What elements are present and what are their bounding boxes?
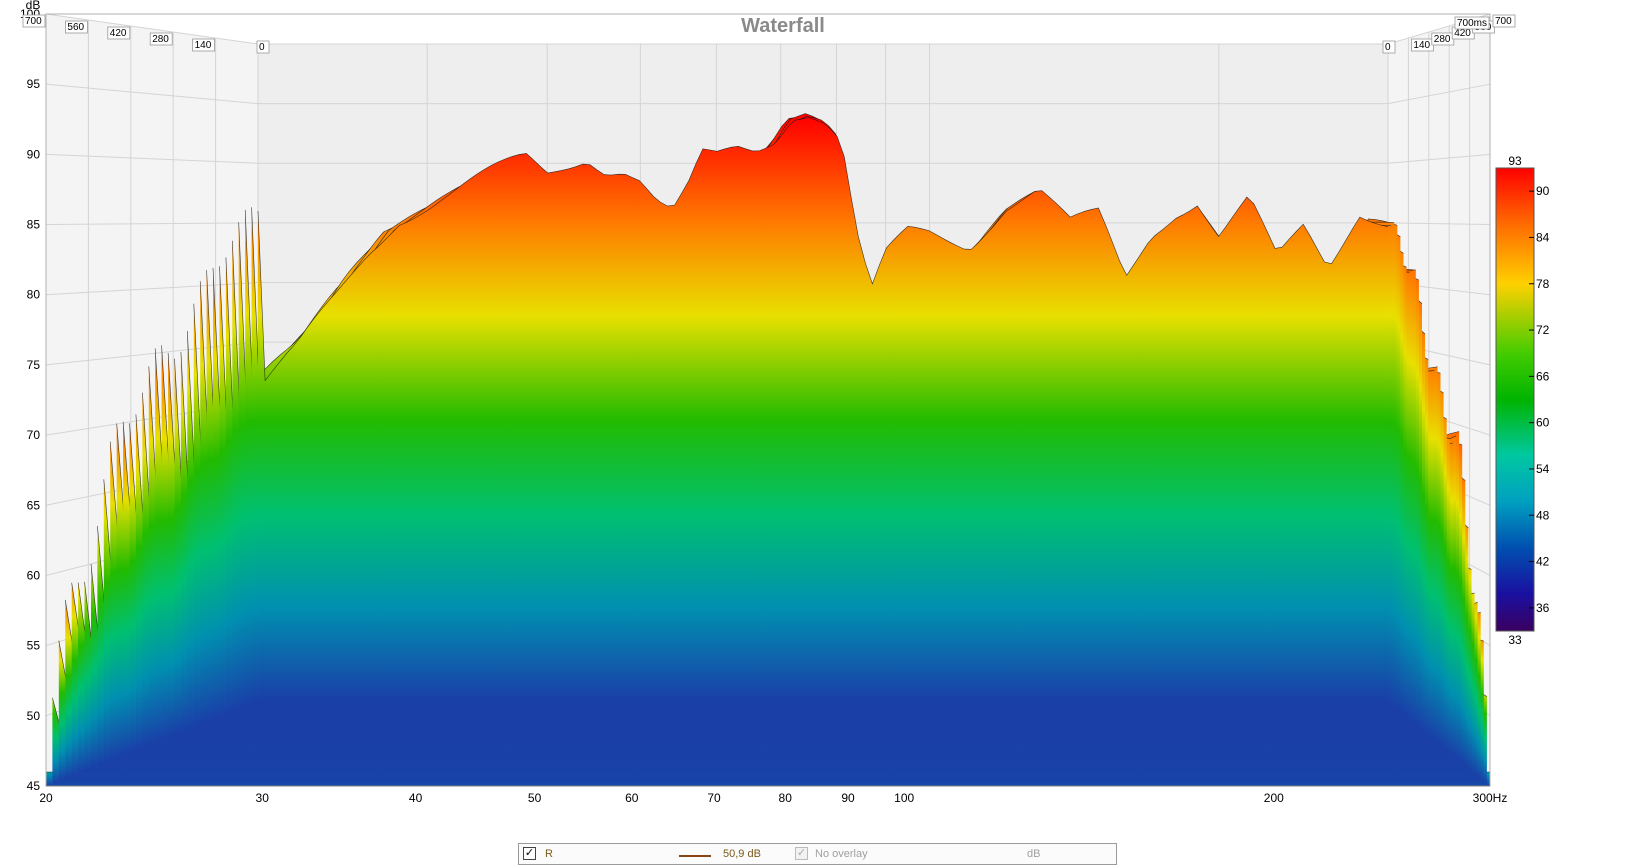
y-tick-label: 60 [27, 568, 41, 582]
y-tick-label: 70 [27, 428, 41, 442]
colorbar-tick-label: 60 [1536, 416, 1550, 430]
overlay-legend: ✓ R 50,9 dB ✓ No overlay dB [518, 843, 1117, 865]
colorbar-tick-label: 72 [1536, 323, 1550, 337]
gridline-db [45, 282, 259, 296]
gridline-db [45, 83, 259, 105]
x-tick-label: 300Hz [1473, 791, 1508, 805]
colorbar-tick-label: 78 [1536, 277, 1550, 291]
z-tick-right: 140 [1413, 40, 1430, 51]
colorbar-tick-label: 66 [1536, 369, 1550, 383]
z-tick-left-box [22, 14, 46, 28]
z-tick-left-box [256, 40, 270, 54]
waterfall-slice-line [257, 117, 1389, 382]
colorbar-tick-label: 48 [1536, 508, 1550, 522]
y-tick-label: 45 [27, 779, 41, 793]
y-tick-label: 85 [27, 218, 41, 232]
chart-title: Waterfall [741, 15, 825, 37]
overlay-unit: dB [1027, 848, 1041, 860]
gridline-db [45, 13, 259, 45]
x-tick-label: 70 [707, 791, 721, 805]
x-tick-label: 100 [894, 791, 914, 805]
y-tick-label: 90 [27, 147, 41, 161]
z-tick-left-box [65, 20, 88, 34]
waterfall-slice-fill [258, 117, 1388, 700]
x-tick-label: 90 [841, 791, 855, 805]
z-tick-right-box [1492, 14, 1516, 28]
gridline-db [45, 222, 259, 226]
z-tick-left-box [192, 38, 216, 52]
channel-r-checkbox[interactable]: ✓ [523, 847, 536, 860]
z-far-label: 700ms [1457, 18, 1487, 29]
gridline-db [45, 153, 259, 164]
overlay-label: No overlay [815, 848, 868, 860]
colorbar-tick-label: 90 [1536, 184, 1550, 198]
x-tick-label: 40 [409, 791, 423, 805]
z-tick-left-box [107, 26, 131, 40]
colorbar: 93 33 90 84 78 72 66 60 54 48 42 36 [1495, 154, 1550, 647]
z-tick-right-box [1382, 40, 1396, 54]
z-tick-left: 560 [67, 22, 84, 33]
colorbar-top-label: 93 [1508, 154, 1522, 168]
colorbar-tick-label: 84 [1536, 230, 1550, 244]
z-tick-left: 140 [195, 40, 212, 51]
x-tick-label: 30 [256, 791, 270, 805]
gridline-db [1387, 222, 1491, 226]
x-tick-label: 60 [625, 791, 639, 805]
z-tick-left: 420 [110, 28, 127, 39]
z-tick-right: 0 [1385, 42, 1391, 53]
gridline-db [1387, 153, 1491, 164]
colorbar-tick-label: 42 [1536, 555, 1550, 569]
y-tick-label: 65 [27, 498, 41, 512]
channel-r-label: R [545, 848, 553, 860]
x-tick-label: 200 [1264, 791, 1284, 805]
z-tick-left: 280 [152, 34, 169, 45]
z-tick-left: 0 [259, 42, 265, 53]
x-tick-label: 20 [39, 791, 53, 805]
colorbar-gradient [1495, 167, 1535, 632]
y-tick-label: 80 [27, 288, 41, 302]
y-tick-label: 50 [27, 709, 41, 723]
colorbar-tick-label: 36 [1536, 601, 1550, 615]
chart-frame [45, 13, 1491, 787]
colorbar-bottom-label: 33 [1508, 633, 1522, 647]
z-tick-left-box [149, 32, 173, 46]
waterfall-surface [46, 113, 1490, 786]
z-tick-right: 420 [1454, 28, 1471, 39]
z-tick-left: 700 [25, 16, 42, 27]
x-tick-label: 80 [779, 791, 793, 805]
x-tick-label: 50 [528, 791, 542, 805]
gridline-db [1387, 83, 1491, 105]
z-far-label-box [1454, 16, 1490, 30]
z-tick-right: 280 [1434, 34, 1451, 45]
y-tick-label: 95 [27, 77, 41, 91]
overlay-checkbox[interactable]: ✓ [795, 847, 808, 860]
channel-r-line-swatch [679, 855, 711, 857]
y-axis-label: dB [26, 0, 41, 12]
y-tick-label: 55 [27, 639, 41, 653]
y-tick-label: 75 [27, 358, 41, 372]
channel-r-value: 50,9 dB [723, 848, 761, 860]
colorbar-tick-label: 54 [1536, 462, 1550, 476]
z-tick-right: 700 [1495, 16, 1512, 27]
